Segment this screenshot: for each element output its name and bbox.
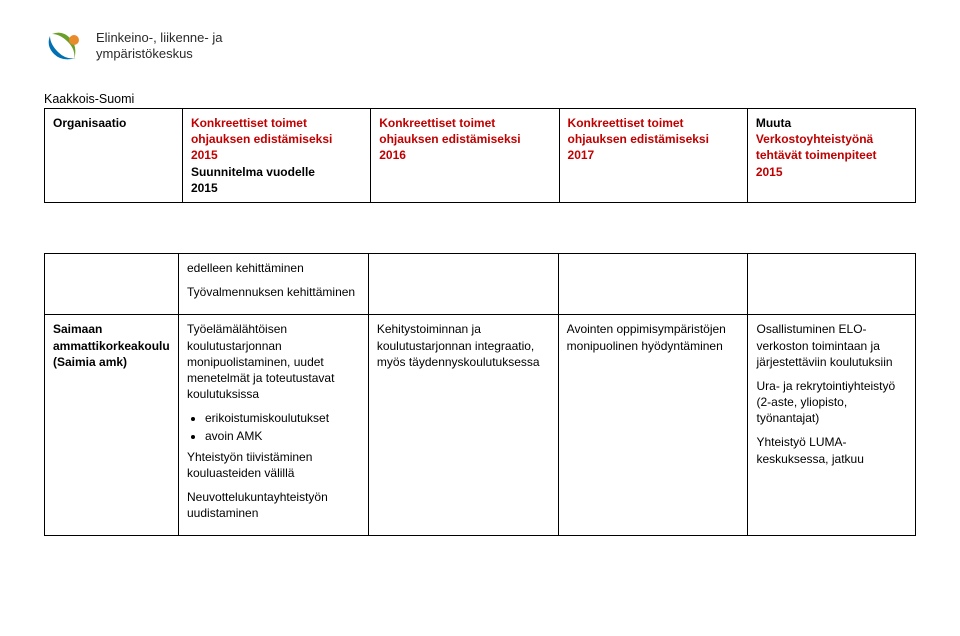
hdr-col2-l3: 2016 [379,148,406,162]
org-l3: (Saimia amk) [53,355,127,369]
logo-row: Elinkeino-, liikenne- ja ympäristökeskus [44,28,916,70]
pre-row: edelleen kehittäminen Työvalmennuksen ke… [45,253,916,314]
hdr-col4-l1: Muuta [756,116,791,130]
pre-c1-p2: Työvalmennuksen kehittäminen [187,284,360,300]
pre-c3 [558,253,748,314]
body-table: edelleen kehittäminen Työvalmennuksen ke… [44,253,916,536]
logo-line1: Elinkeino-, liikenne- ja [96,30,222,46]
header-row: Organisaatio Konkreettiset toimet ohjauk… [45,109,916,203]
pre-c1-p1: edelleen kehittäminen [187,260,360,276]
c1-p1: Työelämälähtöisen koulutustarjonnan moni… [187,321,360,402]
hdr-col0: Organisaatio [53,116,126,130]
pre-org [45,253,179,314]
hdr-col1-l1: Konkreettiset toimet [191,116,307,130]
c4-p3: Yhteistyö LUMA-keskuksessa, jatkuu [756,434,907,466]
c4-p2: Ura- ja rekrytointiyhteistyö (2-aste, yl… [756,378,907,427]
hdr-col3-l1: Konkreettiset toimet [568,116,684,130]
hdr-col4-l4: 2015 [756,165,783,179]
section-title: Kaakkois-Suomi [44,92,916,106]
org-cell: Saimaan ammattikorkeakoulu (Saimia amk) [45,315,179,536]
logo-line2: ympäristökeskus [96,46,222,62]
logo-mark [44,28,86,70]
page: Elinkeino-, liikenne- ja ympäristökeskus… [0,0,960,576]
c1-b1: erikoistumiskoulutukset [205,410,360,426]
c1-cell: Työelämälähtöisen koulutustarjonnan moni… [179,315,369,536]
header-2016: Konkreettiset toimet ohjauksen edistämis… [371,109,559,203]
pre-c2 [368,253,558,314]
pre-c1: edelleen kehittäminen Työvalmennuksen ke… [179,253,369,314]
c1-b2: avoin AMK [205,428,360,444]
pre-c4 [748,253,916,314]
org-l1: Saimaan [53,322,102,336]
hdr-col1-l5: 2015 [191,181,218,195]
header-muuta: Muuta Verkostoyhteistyönä tehtävät toime… [747,109,915,203]
hdr-col1-l4: Suunnitelma vuodelle [191,165,315,179]
ely-logo-icon [44,28,86,70]
header-organisaatio: Organisaatio [45,109,183,203]
hdr-col4-l2: Verkostoyhteistyönä [756,132,873,146]
c2-p1: Kehitystoiminnan ja koulutustarjonnan in… [377,321,550,370]
header-table: Organisaatio Konkreettiset toimet ohjauk… [44,108,916,203]
header-2017: Konkreettiset toimet ohjauksen edistämis… [559,109,747,203]
c2-cell: Kehitystoiminnan ja koulutustarjonnan in… [368,315,558,536]
table-row: Saimaan ammattikorkeakoulu (Saimia amk) … [45,315,916,536]
hdr-col1-l2: ohjauksen edistämiseksi [191,132,332,146]
c3-p1: Avointen oppimisympäristöjen monipuoline… [567,321,740,353]
c1-p3: Neuvottelukuntayhteistyön uudistaminen [187,489,360,521]
hdr-col1-l3: 2015 [191,148,218,162]
hdr-col4-l3: tehtävät toimenpiteet [756,148,877,162]
logo-text: Elinkeino-, liikenne- ja ympäristökeskus [96,28,222,61]
c4-cell: Osallistuminen ELO-verkoston toimintaan … [748,315,916,536]
c4-p1: Osallistuminen ELO-verkoston toimintaan … [756,321,907,370]
c1-p2: Yhteistyön tiivistäminen kouluasteiden v… [187,449,360,481]
hdr-col3-l3: 2017 [568,148,595,162]
hdr-col2-l1: Konkreettiset toimet [379,116,495,130]
header-2015: Konkreettiset toimet ohjauksen edistämis… [182,109,370,203]
hdr-col3-l2: ohjauksen edistämiseksi [568,132,709,146]
c3-cell: Avointen oppimisympäristöjen monipuoline… [558,315,748,536]
c1-bullets: erikoistumiskoulutukset avoin AMK [187,410,360,444]
hdr-col2-l2: ohjauksen edistämiseksi [379,132,520,146]
org-l2: ammattikorkeakoulu [53,339,170,353]
